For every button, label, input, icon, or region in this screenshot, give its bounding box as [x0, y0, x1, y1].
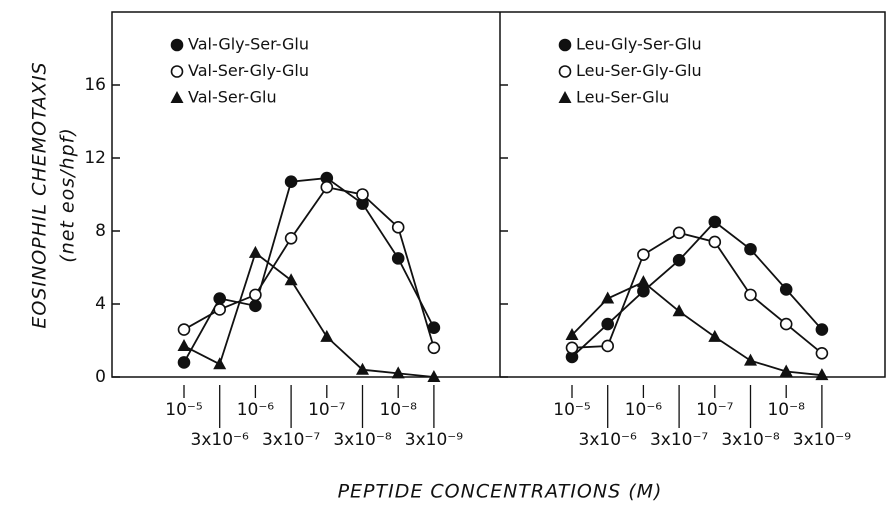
x-tick-label: 3x10⁻⁸ [333, 430, 391, 450]
data-point [708, 329, 722, 342]
data-point [177, 323, 191, 336]
data-point [815, 346, 829, 360]
data-point [356, 188, 369, 201]
y-axis-label: EOSINOPHIL CHEMOTAXIS [29, 61, 51, 328]
data-point [601, 317, 615, 331]
legend-marker [558, 38, 572, 52]
data-point [708, 235, 722, 249]
data-point [779, 317, 793, 331]
data-point [427, 321, 441, 335]
data-point [565, 328, 579, 341]
data-point [249, 299, 262, 313]
x-tick-label: 3x10⁻⁶ [191, 430, 249, 450]
data-point [284, 175, 298, 189]
data-point [248, 245, 262, 258]
x-tick-label: 10⁻⁸ [767, 400, 805, 420]
data-point [744, 353, 757, 366]
data-point [672, 253, 686, 267]
data-point [284, 232, 298, 245]
data-point [565, 341, 579, 355]
data-point [213, 303, 226, 316]
y-tick-label: 4 [95, 294, 106, 314]
data-point [637, 248, 650, 262]
legend-label: Val-Ser-Gly-Glu [188, 61, 309, 80]
series-line [571, 281, 822, 377]
legend-marker [558, 91, 572, 103]
data-point [815, 323, 829, 336]
data-point [356, 362, 369, 375]
data-point [708, 215, 722, 229]
data-point [744, 288, 757, 302]
data-point [213, 292, 226, 305]
data-point [779, 364, 793, 377]
data-point [427, 370, 441, 382]
data-point [672, 226, 686, 240]
legend-marker [170, 91, 184, 103]
x-tick-label: 10⁻⁵ [165, 400, 202, 420]
data-point [249, 288, 262, 302]
x-tick-label: 3x10⁻⁷ [650, 430, 708, 450]
y-tick-label: 0 [95, 367, 106, 387]
series-line [183, 177, 435, 363]
data-point [427, 341, 441, 355]
x-tick-label: 10⁻⁶ [237, 400, 275, 420]
series-line [571, 220, 823, 358]
data-point [391, 252, 405, 265]
y-tick-label: 8 [95, 221, 106, 241]
data-point [391, 366, 405, 379]
data-point [601, 339, 615, 353]
y-axis-sublabel: (net eos/hpf) [57, 127, 79, 262]
legend-marker [170, 38, 184, 52]
x-tick-label: 3x10⁻⁷ [262, 430, 320, 450]
data-point [320, 329, 334, 342]
x-tick-label: 3x10⁻⁹ [793, 430, 851, 450]
x-tick-label: 10⁻⁸ [379, 400, 417, 420]
legend-marker [170, 65, 184, 78]
x-tick-label: 10⁻⁷ [696, 400, 734, 420]
data-point [391, 221, 405, 234]
legend-marker [558, 65, 572, 78]
x-tick-label: 3x10⁻⁹ [405, 430, 463, 450]
data-point [320, 180, 334, 194]
x-tick-label: 10⁻⁵ [553, 400, 590, 420]
series-line [183, 186, 435, 349]
data-point [636, 275, 650, 288]
y-tick-label: 16 [84, 75, 106, 95]
x-tick-label: 3x10⁻⁶ [579, 430, 637, 450]
data-point [637, 284, 650, 298]
series-line [183, 251, 434, 378]
plot-frame [111, 11, 886, 378]
legend-label: Leu-Ser-Glu [576, 88, 669, 107]
data-point [213, 357, 227, 370]
legend-label: Val-Gly-Ser-Glu [188, 35, 309, 54]
data-point [177, 356, 191, 369]
data-point [672, 304, 686, 317]
series-line [571, 231, 823, 354]
data-point [744, 242, 757, 256]
x-axis-label: PEPTIDE CONCENTRATIONS (M) [338, 481, 663, 503]
x-tick-label: 10⁻⁶ [625, 400, 663, 420]
data-point [815, 368, 829, 381]
x-tick-label: 3x10⁻⁸ [721, 430, 779, 450]
legend-label: Leu-Ser-Gly-Glu [576, 61, 702, 80]
x-tick-label: 10⁻⁷ [308, 400, 346, 420]
y-tick-label: 12 [84, 148, 106, 168]
legend-label: Leu-Gly-Ser-Glu [576, 35, 702, 54]
data-point [601, 291, 615, 304]
legend-label: Val-Ser-Glu [188, 88, 277, 107]
data-point [779, 283, 793, 296]
data-point [177, 338, 191, 351]
data-point [284, 273, 298, 286]
